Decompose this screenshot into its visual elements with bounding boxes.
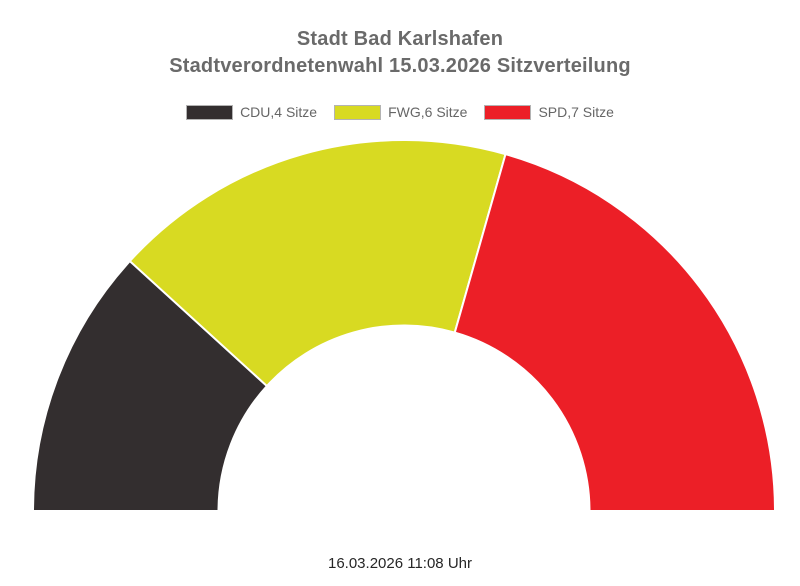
legend-label-fwg: FWG,6 Sitze [388,104,468,120]
chart-title: Stadt Bad Karlshafen Stadtverordnetenwah… [0,26,800,80]
timestamp: 16.03.2026 11:08 Uhr [327,555,472,572]
segment-spd [453,152,777,512]
chart-title-line2: Stadtverordnetenwahl 15.03.2026 Sitzvert… [169,55,631,77]
legend-swatch-spd [484,104,532,120]
legend-item-spd: SPD,7 Sitze [484,103,614,121]
segment-cdu [31,259,269,512]
legend-swatch-cdu [186,104,234,120]
legend-label-cdu: CDU,4 Sitze [240,104,318,120]
segment-fwg [128,139,507,388]
chart-legend: CDU,4 Sitze FWG,6 Sitze SPD,7 Sitze [0,103,800,121]
legend-label-spd: SPD,7 Sitze [538,104,614,120]
legend-swatch-fwg [334,104,382,120]
legend-item-cdu: CDU,4 Sitze [186,103,317,121]
legend-item-fwg: FWG,6 Sitze [334,103,467,121]
chart-title-line1: Stadt Bad Karlshafen [296,28,504,50]
